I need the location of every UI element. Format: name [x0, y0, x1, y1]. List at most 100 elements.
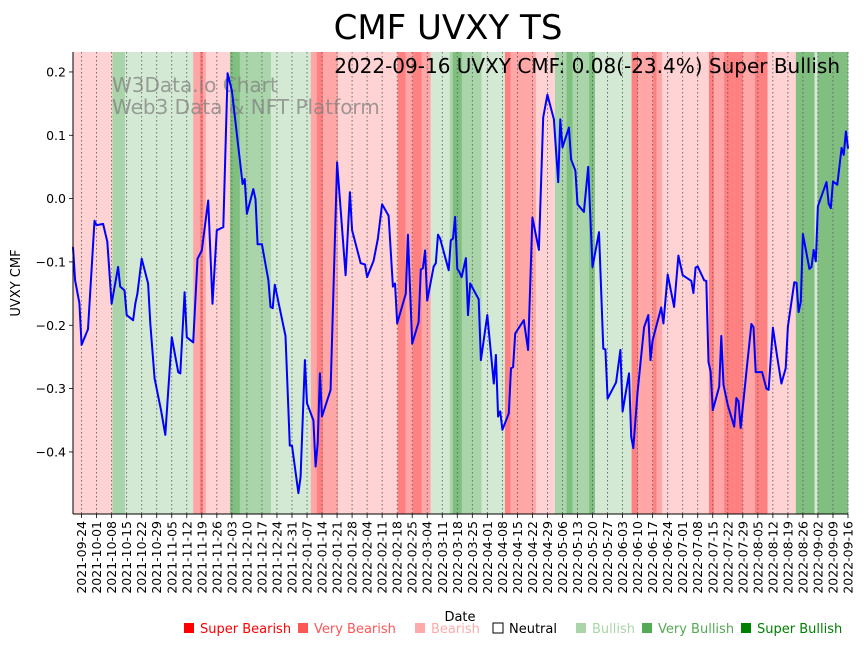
legend-item-bull: Bullish [576, 622, 635, 637]
data-point [660, 306, 663, 309]
data-point [501, 428, 504, 431]
data-point [557, 181, 560, 184]
legend-swatch-icon [642, 623, 652, 633]
data-point [196, 257, 199, 260]
data-point [411, 342, 414, 345]
data-point [844, 130, 847, 133]
data-point [842, 154, 845, 156]
data-point [170, 336, 173, 339]
legend-label: Very Bearish [314, 622, 396, 637]
data-point [786, 325, 789, 328]
legend-swatch-icon [576, 623, 586, 633]
x-tick-label: 2022-09-09 [825, 521, 840, 594]
x-tick-label: 2022-09-02 [810, 521, 825, 594]
data-point [149, 322, 152, 325]
chart-title: CMF UVXY TS [334, 8, 563, 48]
x-tick-label: 2022-07-01 [675, 521, 690, 594]
data-point [552, 118, 555, 121]
data-point [417, 321, 420, 324]
x-tick-label: 2022-02-11 [375, 521, 390, 594]
data-point [636, 390, 639, 393]
x-tick-label: 2022-01-21 [330, 521, 345, 594]
data-point [80, 344, 83, 346]
data-point [718, 385, 721, 388]
data-point [207, 199, 210, 202]
data-point [147, 282, 150, 285]
data-point [746, 364, 748, 367]
data-point [344, 274, 347, 277]
data-point [776, 356, 779, 358]
data-point [95, 224, 98, 227]
data-point [587, 166, 590, 168]
legend-item-vbear: Very Bearish [298, 622, 396, 637]
band-vbear [203, 52, 207, 514]
data-point [394, 282, 396, 285]
data-point [765, 387, 768, 390]
data-point [559, 118, 562, 121]
band-vbull [572, 52, 590, 514]
data-point [87, 328, 89, 330]
legend-item-vbull: Very Bullish [642, 622, 734, 637]
data-point [426, 299, 429, 302]
legend-swatch-icon [492, 622, 504, 634]
y-tick-label: 0.2 [46, 64, 66, 79]
x-tick-label: 2022-07-15 [705, 521, 720, 594]
data-point [449, 239, 452, 242]
data-point [464, 257, 467, 260]
data-point [153, 377, 156, 380]
data-point [267, 279, 270, 282]
data-point [692, 292, 695, 294]
data-point [469, 282, 472, 285]
data-point [643, 326, 645, 329]
legend-item-sbull: Super Bullish [741, 622, 842, 637]
data-point [458, 271, 461, 273]
data-point [761, 371, 764, 374]
x-tick-label: 2021-10-15 [119, 521, 134, 594]
data-point [615, 381, 618, 384]
data-point [497, 415, 499, 418]
x-tick-label: 2022-05-13 [570, 521, 585, 594]
data-point [179, 372, 182, 375]
y-tick-label: 0.0 [46, 191, 66, 206]
data-point [329, 388, 332, 391]
legend: Super Bearish Very Bearish Bearish Neutral B… [184, 622, 842, 637]
data-point [836, 183, 839, 186]
x-tick-label: 2022-07-22 [720, 521, 735, 594]
data-point [840, 147, 843, 149]
data-point [666, 273, 669, 276]
data-point [827, 202, 830, 205]
x-tick-label: 2022-02-18 [390, 521, 405, 594]
x-tick-label: 2022-08-05 [750, 521, 765, 594]
data-point [739, 426, 742, 429]
data-point [750, 323, 753, 325]
x-gridlines [81, 52, 849, 514]
data-point [814, 260, 817, 263]
band-sbear [631, 52, 639, 514]
data-point [537, 249, 540, 251]
data-point [802, 233, 804, 235]
data-point [256, 243, 259, 246]
x-tick-label: 2021-11-26 [209, 521, 224, 594]
x-tick-label: 2022-05-27 [600, 521, 615, 594]
band-sbull [589, 52, 596, 514]
data-point [797, 311, 800, 313]
latest-annotation: 2022-09-16 UVXY CMF: 0.08(-23.4%) Super … [334, 54, 840, 78]
data-point [117, 266, 119, 268]
data-point [810, 266, 813, 268]
data-point [754, 371, 757, 374]
data-point [381, 203, 384, 206]
data-point [273, 283, 276, 286]
data-point [602, 347, 605, 350]
data-point [140, 257, 143, 260]
data-point [703, 279, 706, 282]
data-point [651, 339, 654, 342]
x-tick-label: 2022-04-08 [495, 521, 510, 594]
x-tick-label: 2021-11-05 [164, 521, 179, 594]
x-tick-label: 2021-12-03 [224, 521, 239, 594]
data-point [422, 267, 424, 270]
data-point [211, 302, 214, 305]
data-point [767, 388, 770, 391]
data-point [507, 412, 510, 415]
band-sbull [452, 52, 463, 514]
